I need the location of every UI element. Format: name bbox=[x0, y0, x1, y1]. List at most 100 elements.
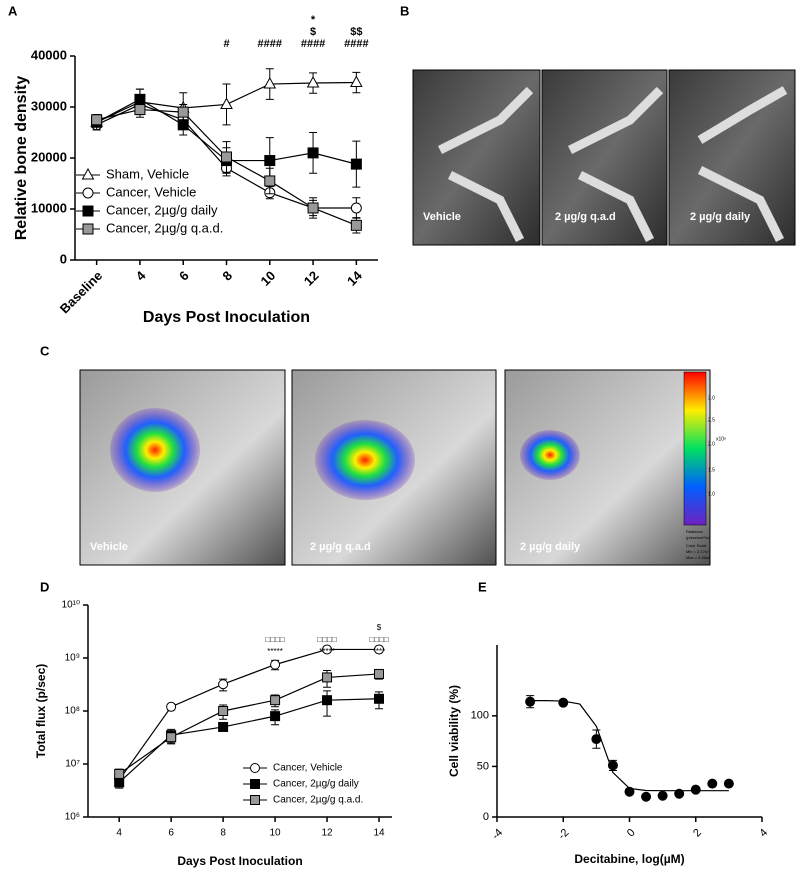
marker bbox=[322, 695, 333, 706]
panel-label: D bbox=[40, 579, 49, 594]
y-tick-label: 20000 bbox=[31, 149, 67, 164]
marker bbox=[218, 679, 229, 690]
legend-label: Cancer, Vehicle bbox=[273, 763, 343, 774]
x-tick-label: 2 bbox=[691, 827, 704, 840]
annotation: #### bbox=[344, 38, 368, 50]
x-tick-label: 8 bbox=[219, 268, 235, 284]
legend-label: Sham, Vehicle bbox=[106, 166, 189, 181]
legend-label: Cancer, Vehicle bbox=[106, 184, 196, 199]
marker bbox=[525, 696, 536, 707]
x-tick-label: 6 bbox=[168, 828, 174, 839]
series-line bbox=[118, 673, 380, 775]
y-tick-label: 10¹⁰ bbox=[62, 600, 80, 611]
image-caption: 2 µg/g q.a.d bbox=[310, 541, 371, 553]
legend-marker bbox=[82, 187, 94, 199]
marker bbox=[723, 778, 734, 789]
marker bbox=[350, 202, 362, 214]
x-tick-label: 14 bbox=[344, 267, 365, 288]
y-tick-label: 30000 bbox=[31, 98, 67, 113]
image-caption: Vehicle bbox=[90, 541, 128, 553]
annotation: □□□□ bbox=[369, 635, 388, 644]
panel-label: E bbox=[478, 579, 487, 594]
y-tick-label: 10⁷ bbox=[65, 759, 80, 770]
marker bbox=[166, 732, 177, 743]
image-caption: 2 µg/g daily bbox=[520, 541, 581, 553]
y-tick-label: 100 bbox=[471, 710, 489, 722]
x-tick-label: 0 bbox=[625, 827, 638, 840]
panel-label: B bbox=[400, 3, 409, 18]
marker bbox=[322, 672, 333, 683]
colorbar-tick: 2.5 bbox=[708, 417, 715, 423]
legend-marker bbox=[82, 205, 94, 217]
annotation: # bbox=[223, 38, 229, 50]
marker bbox=[134, 104, 146, 116]
annotation: #### bbox=[258, 38, 282, 50]
x-axis-label: Days Post Inoculation bbox=[177, 854, 302, 868]
image-caption: 2 µg/g q.a.d bbox=[555, 211, 616, 223]
panel-label: C bbox=[40, 343, 50, 358]
marker bbox=[218, 721, 229, 732]
legend-marker bbox=[250, 763, 260, 773]
xray-images bbox=[412, 69, 796, 246]
x-tick-label: -4 bbox=[490, 827, 505, 842]
x-tick-label: Baseline bbox=[57, 268, 105, 316]
marker bbox=[374, 644, 385, 655]
x-tick-label: 4 bbox=[133, 267, 149, 283]
marker bbox=[307, 147, 319, 159]
colorbar-unit: x10⁸ bbox=[716, 436, 726, 442]
annotation: ***** bbox=[319, 647, 335, 656]
legend-marker bbox=[250, 779, 260, 789]
marker bbox=[306, 75, 320, 88]
marker bbox=[641, 791, 652, 802]
legend-marker bbox=[250, 795, 260, 805]
annotation: $ bbox=[310, 26, 316, 38]
annotation: $$ bbox=[350, 26, 362, 38]
colorbar-tick: 3.0 bbox=[708, 395, 715, 401]
x-tick-label: 14 bbox=[373, 828, 385, 839]
colorbar-legend: Max = 3.45e8 bbox=[686, 555, 711, 560]
x-axis-label: Days Post Inoculation bbox=[143, 309, 310, 326]
marker bbox=[674, 788, 685, 799]
colorbar-legend: (p/sec/cm²/sr) bbox=[686, 535, 711, 540]
marker bbox=[374, 693, 385, 704]
marker bbox=[322, 644, 333, 655]
annotation: $ bbox=[377, 623, 382, 632]
x-tick-label: 12 bbox=[321, 828, 333, 839]
marker bbox=[264, 175, 276, 187]
marker bbox=[263, 77, 277, 89]
marker bbox=[220, 97, 233, 109]
x-tick-label: 12 bbox=[301, 268, 322, 289]
series-line bbox=[530, 700, 729, 792]
colorbar-tick: 1.0 bbox=[708, 491, 715, 497]
marker bbox=[270, 695, 281, 706]
annotation: □□□□ bbox=[265, 635, 284, 644]
marker bbox=[350, 219, 362, 231]
marker bbox=[350, 158, 362, 170]
series-line bbox=[118, 648, 380, 781]
y-tick-label: 40000 bbox=[31, 47, 67, 62]
legend-label: Cancer, 2µg/g daily bbox=[273, 779, 359, 790]
annotation: #### bbox=[301, 38, 325, 50]
legend-label: Cancer, 2µg/g q.a.d. bbox=[273, 795, 363, 806]
image-caption: Vehicle bbox=[423, 211, 461, 223]
y-tick-label: 10000 bbox=[31, 200, 67, 215]
marker bbox=[374, 668, 385, 679]
x-tick-label: 10 bbox=[270, 828, 282, 839]
x-tick-label: 6 bbox=[176, 268, 192, 284]
colorbar-tick: 1.5 bbox=[708, 467, 715, 473]
marker bbox=[307, 202, 319, 214]
colorbar-legend: Radiance bbox=[686, 529, 704, 534]
y-tick-label: 50 bbox=[477, 760, 489, 772]
image-caption: 2 µg/g daily bbox=[690, 211, 751, 223]
annotation: * bbox=[311, 14, 316, 26]
annotation: **** bbox=[373, 647, 385, 656]
legend-label: Cancer, 2µg/g q.a.d. bbox=[106, 220, 223, 235]
marker bbox=[166, 701, 177, 712]
annotation: □□□□ bbox=[317, 635, 336, 644]
marker bbox=[114, 768, 125, 779]
marker bbox=[707, 778, 718, 789]
marker bbox=[270, 711, 281, 722]
y-tick-label: 0 bbox=[60, 251, 67, 266]
y-tick-label: 10⁶ bbox=[65, 812, 80, 823]
